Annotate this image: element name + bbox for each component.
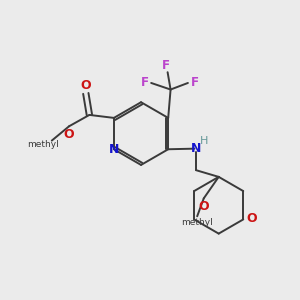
Text: N: N [109,143,119,156]
Text: O: O [199,200,209,213]
Text: F: F [141,76,148,89]
Text: O: O [80,79,91,92]
Text: O: O [64,128,74,140]
Text: F: F [190,76,199,89]
Text: methyl: methyl [181,218,213,227]
Text: H: H [200,136,208,146]
Text: O: O [246,212,257,225]
Text: N: N [191,142,201,154]
Text: F: F [162,59,170,72]
Text: methyl: methyl [28,140,59,149]
